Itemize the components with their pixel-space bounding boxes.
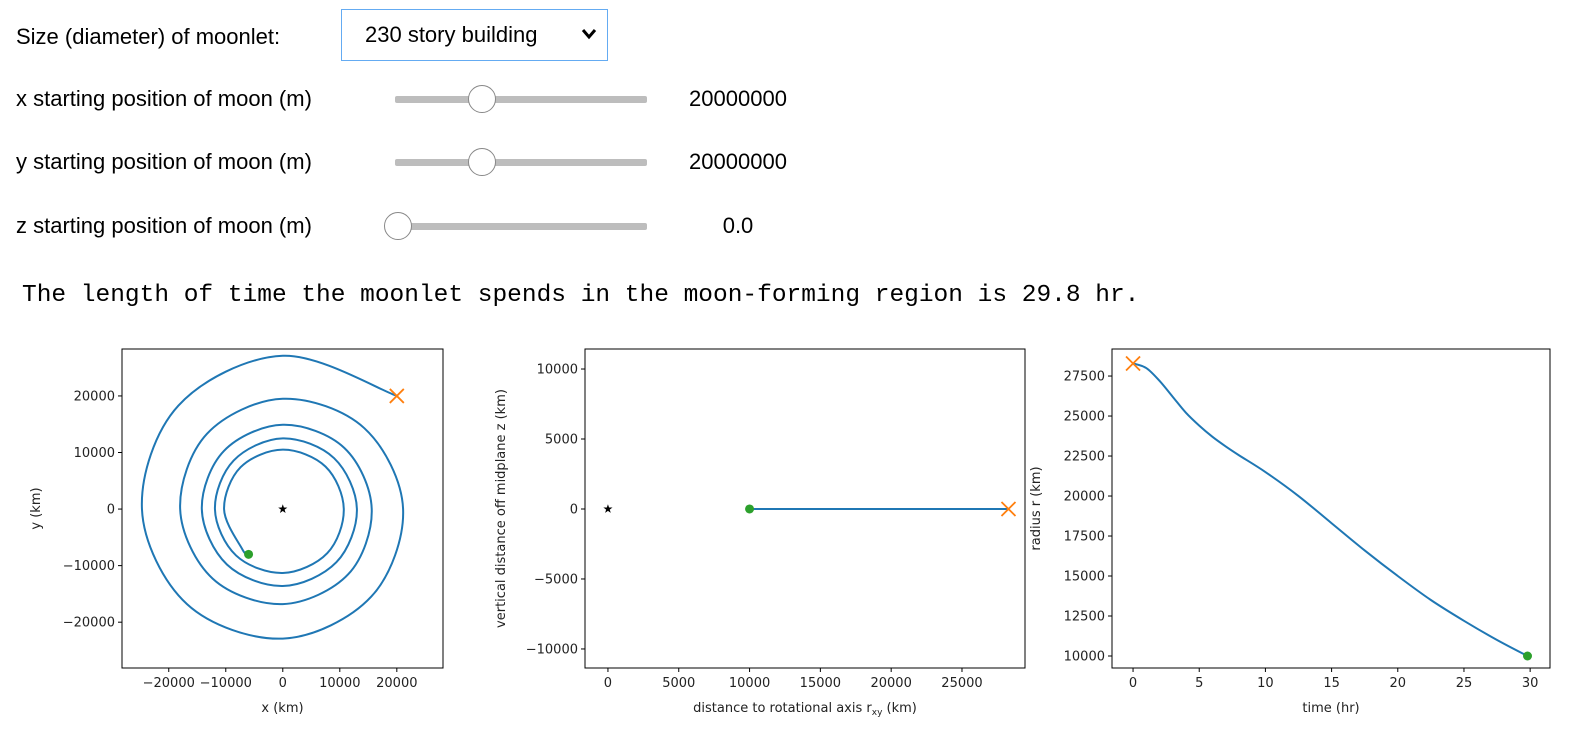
end-marker xyxy=(1125,355,1141,372)
slider-thumb[interactable] xyxy=(384,212,412,240)
y-tick-label: −10000 xyxy=(63,559,115,574)
x-axis-label-part: time (hr) xyxy=(1302,701,1359,716)
slider-value: 20000000 xyxy=(689,149,787,174)
slider-track[interactable] xyxy=(395,96,647,103)
y-tick-label: 22500 xyxy=(1064,450,1105,465)
y-tick-label: −5000 xyxy=(534,572,578,587)
x-axis-label-part: (km) xyxy=(882,701,916,716)
x-axis-label: x (km) xyxy=(261,701,303,716)
x-axis-label: time (hr) xyxy=(1302,701,1359,716)
x-tick-label: 20000 xyxy=(376,676,417,691)
slider-track[interactable] xyxy=(395,159,647,166)
slider-value: 20000000 xyxy=(689,86,787,111)
slider-label: x starting position of moon (m) xyxy=(16,86,312,111)
y-tick-label: 27500 xyxy=(1064,370,1105,385)
start-marker xyxy=(244,549,254,559)
x-tick-label: 15 xyxy=(1323,676,1340,691)
x-tick-label: 15000 xyxy=(800,676,841,691)
x-tick-label: −20000 xyxy=(143,676,195,691)
line-series xyxy=(140,354,405,640)
slider-label: z starting position of moon (m) xyxy=(16,213,312,238)
x-tick-label: −10000 xyxy=(200,676,252,691)
slider-thumb[interactable] xyxy=(468,148,496,176)
plot-frame xyxy=(1111,348,1551,669)
x-tick-label: 10 xyxy=(1257,676,1274,691)
x-tick-label: 5 xyxy=(1195,676,1203,691)
end-marker xyxy=(389,388,405,404)
x-tick-label: 10000 xyxy=(319,676,360,691)
center-marker xyxy=(278,504,288,513)
y-tick-label: −20000 xyxy=(63,616,115,631)
x-tick-label: 25 xyxy=(1456,676,1473,691)
x-tick-label: 0 xyxy=(279,676,287,691)
x-tick-label: 20 xyxy=(1390,676,1407,691)
y-tick-label: 20000 xyxy=(1064,490,1105,505)
x-tick-label: 5000 xyxy=(662,676,695,691)
y-axis-label: radius r (km) xyxy=(1029,466,1044,550)
x-axis-label: distance to rotational axis rxy (km) xyxy=(693,701,917,718)
x-tick-label: 30 xyxy=(1522,676,1539,691)
x-tick-label: 0 xyxy=(604,676,612,691)
y-tick-label: 20000 xyxy=(74,389,115,404)
output-text: The length of time the moonlet spends in… xyxy=(22,282,1140,309)
y-tick-label: 15000 xyxy=(1064,570,1105,585)
y-tick-label: −10000 xyxy=(526,642,578,657)
y-tick-label: 10000 xyxy=(74,446,115,461)
y-tick-label: 5000 xyxy=(545,433,578,448)
end-marker xyxy=(1000,501,1017,517)
slider-value: 0.0 xyxy=(722,213,754,238)
y-tick-label: 25000 xyxy=(1064,410,1105,425)
dropdown-label: Size (diameter) of moonlet: xyxy=(16,24,281,49)
start-marker xyxy=(1522,651,1532,661)
y-tick-label: 10000 xyxy=(537,363,578,378)
x-tick-label: 25000 xyxy=(941,676,982,691)
y-tick-label: 12500 xyxy=(1064,610,1105,625)
x-axis-label-part: xy xyxy=(872,708,883,718)
dropdown-value: 230 story building xyxy=(365,22,538,47)
y-tick-label: 0 xyxy=(107,503,115,518)
start-marker xyxy=(745,504,755,514)
x-tick-label: 10000 xyxy=(729,676,770,691)
slider-thumb[interactable] xyxy=(468,85,496,113)
slider-track[interactable] xyxy=(395,223,647,230)
x-axis-label-part: distance to rotational axis r xyxy=(693,701,872,716)
x-tick-label: 0 xyxy=(1129,676,1137,691)
slider-label: y starting position of moon (m) xyxy=(16,149,312,174)
line-series xyxy=(1132,362,1528,657)
y-axis-label: vertical distance off midplane z (km) xyxy=(494,389,509,628)
y-tick-label: 17500 xyxy=(1064,530,1105,545)
x-tick-label: 20000 xyxy=(870,676,911,691)
y-tick-label: 0 xyxy=(570,502,578,517)
dropdown[interactable]: 230 story building xyxy=(341,9,608,61)
x-axis-label-part: x (km) xyxy=(261,701,303,716)
y-axis-label: y (km) xyxy=(29,487,44,529)
y-tick-label: 10000 xyxy=(1064,650,1105,665)
center-marker xyxy=(603,504,613,513)
dropdown-arrow xyxy=(581,29,597,40)
